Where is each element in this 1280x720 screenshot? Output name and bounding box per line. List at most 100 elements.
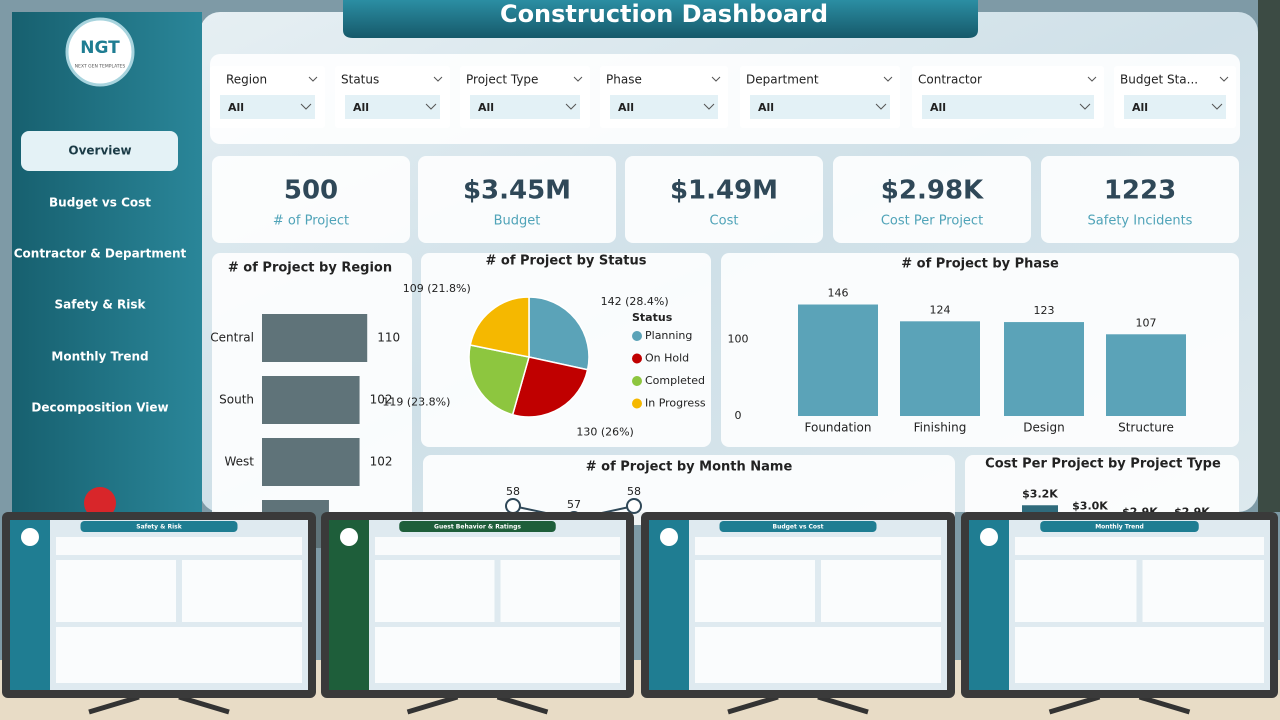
- screen-filters: [1015, 537, 1264, 555]
- x-tick-label: Finishing: [914, 421, 967, 435]
- bar: [1004, 322, 1084, 416]
- youtube-icon[interactable]: [84, 487, 116, 519]
- dropdown[interactable]: [610, 95, 718, 119]
- monitor-stand: [88, 694, 230, 715]
- chevron: [883, 76, 893, 82]
- screen-logo: [340, 528, 358, 546]
- chevron: [1079, 103, 1091, 110]
- screen-header: [399, 521, 556, 532]
- monitor-stand: [727, 694, 869, 715]
- nav-item[interactable]: Safety & Risk: [55, 298, 147, 312]
- kpi-label: Safety Incidents: [1088, 214, 1193, 229]
- screen-sidebar: [10, 520, 50, 690]
- value-label: 123: [1034, 304, 1055, 317]
- chart-title: Cost Per Project by Project Type: [985, 457, 1221, 472]
- header-title: Construction Dashboard: [500, 0, 828, 28]
- thumbnail-title: Budget vs Cost: [773, 524, 824, 531]
- chevron: [875, 103, 887, 110]
- legend-label[interactable]: Completed: [645, 374, 705, 387]
- chevron: [565, 103, 577, 110]
- screen-card: [375, 560, 495, 622]
- screen-card: [500, 560, 620, 622]
- filter-label: Phase: [606, 73, 642, 87]
- thumbnail-title: Guest Behavior & Ratings: [434, 524, 521, 531]
- screen-card: [1142, 560, 1264, 622]
- dropdown[interactable]: [1124, 95, 1226, 119]
- value-label: 109 (21.8%): [403, 282, 471, 295]
- filter-value: All: [758, 101, 774, 114]
- dropdown[interactable]: [470, 95, 580, 119]
- screen-card: [821, 560, 941, 622]
- filter-label: Department: [746, 73, 819, 87]
- kpi-value: 500: [284, 176, 338, 206]
- legend-label[interactable]: Planning: [645, 329, 692, 342]
- filter-value: All: [618, 101, 634, 114]
- thumbnail-title: Safety & Risk: [136, 524, 182, 531]
- nav-item[interactable]: Contractor & Department: [14, 247, 187, 261]
- legend-swatch: [632, 376, 642, 386]
- chevron: [1219, 76, 1229, 82]
- kpi-value: 1223: [1104, 176, 1176, 206]
- filter-value: All: [478, 101, 494, 114]
- nav-item[interactable]: Decomposition View: [31, 401, 168, 415]
- value-label: 119 (23.8%): [382, 396, 450, 409]
- dropdown[interactable]: [220, 95, 315, 119]
- nav-item[interactable]: Monthly Trend: [51, 350, 148, 364]
- screen-header: [719, 521, 877, 532]
- chevron: [711, 76, 721, 82]
- screen-card: [182, 560, 302, 622]
- category-label: Central: [210, 331, 254, 345]
- x-tick-label: Design: [1023, 421, 1064, 435]
- kpi-card: [833, 156, 1031, 243]
- logo-text: NGT: [80, 38, 120, 58]
- value-label: 57: [567, 498, 581, 511]
- filter-value: All: [930, 101, 946, 114]
- sidebar: [12, 12, 202, 512]
- screen-filters: [375, 537, 620, 555]
- pie-slice: [468, 344, 530, 416]
- chart-title: # of Project by Region: [228, 261, 392, 276]
- bar: [262, 438, 360, 486]
- value-label: $3.0K: [1072, 499, 1108, 512]
- screen-header: [80, 521, 238, 532]
- legend-label[interactable]: In Progress: [645, 397, 706, 410]
- kpi-value: $3.45M: [463, 176, 571, 206]
- chart-title: # of Project by Status: [486, 254, 647, 269]
- screen-logo: [660, 528, 678, 546]
- thumbnail-title: Monthly Trend: [1095, 524, 1144, 531]
- screen-header: [1040, 521, 1199, 532]
- nav-active[interactable]: [21, 131, 178, 171]
- bar: [900, 321, 980, 416]
- y-tick-label: 0: [735, 409, 742, 422]
- legend-swatch: [632, 331, 642, 341]
- screen-filters: [56, 537, 302, 555]
- chevron: [1087, 76, 1097, 82]
- nav-item[interactable]: Budget vs Cost: [49, 196, 151, 210]
- filter-value: All: [228, 101, 244, 114]
- chevron: [433, 76, 443, 82]
- nav-item[interactable]: Overview: [68, 144, 131, 158]
- value-label: $3.2K: [1022, 487, 1058, 500]
- kpi-label: Budget: [494, 214, 541, 229]
- kpi-card: [625, 156, 823, 243]
- chevron: [425, 103, 437, 110]
- filter-value: All: [353, 101, 369, 114]
- header-bar: [343, 0, 978, 38]
- dropdown[interactable]: [750, 95, 890, 119]
- point: [505, 498, 521, 514]
- kpi-card: [212, 156, 410, 243]
- dropdown[interactable]: [922, 95, 1094, 119]
- dropdown[interactable]: [345, 95, 440, 119]
- screen-card: [695, 627, 941, 683]
- legend-label[interactable]: On Hold: [645, 352, 689, 365]
- filter-label: Region: [226, 73, 267, 87]
- value-label: 102: [370, 455, 393, 469]
- value-label: 146: [828, 287, 849, 300]
- category-label: West: [224, 455, 254, 469]
- chart-title: # of Project by Month Name: [586, 460, 793, 475]
- pie-slice: [528, 296, 590, 371]
- screen-sidebar: [649, 520, 689, 690]
- value-label: 124: [930, 303, 951, 316]
- value-label: 102: [370, 393, 393, 407]
